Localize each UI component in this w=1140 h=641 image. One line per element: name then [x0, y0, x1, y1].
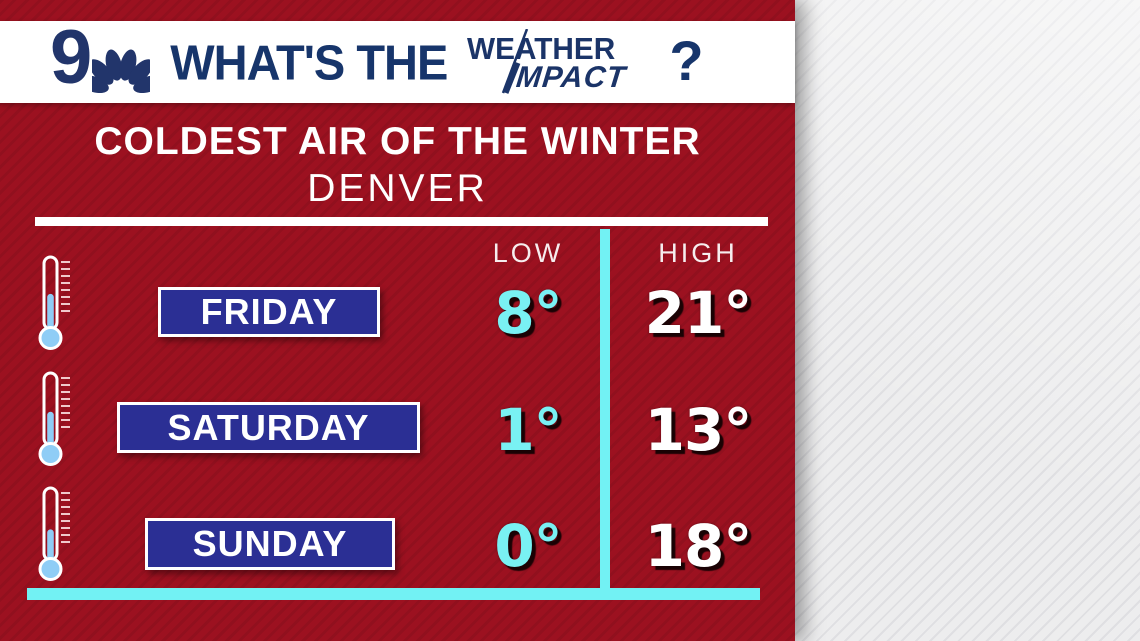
- low-temp-friday: 8°: [494, 279, 562, 347]
- high-temp-friday: 21°: [644, 279, 753, 347]
- nbc-peacock-icon: [92, 49, 151, 94]
- low-temp-sunday: 0°: [494, 512, 562, 580]
- day-label-text: SATURDAY: [167, 406, 370, 448]
- header-title: WHAT'S THE: [170, 34, 448, 90]
- high-temp-saturday: 13°: [644, 396, 753, 464]
- question-mark: ?: [669, 28, 704, 92]
- day-label-saturday: SATURDAY: [117, 402, 420, 453]
- day-label-text: FRIDAY: [200, 291, 338, 332]
- divider-rule: [35, 217, 768, 226]
- low-temp-saturday: 1°: [494, 396, 562, 464]
- day-label-sunday: SUNDAY: [145, 518, 395, 570]
- column-header-high: HIGH: [658, 238, 738, 268]
- weather-panel: 9 WHAT'S THE WEATHER IMPACT: [0, 0, 795, 641]
- column-divider: [600, 229, 610, 588]
- high-temp-sunday: 18°: [644, 512, 753, 580]
- thermometer-icon: [38, 371, 70, 466]
- panel-subtitle: DENVER: [307, 167, 488, 210]
- day-label-text: SUNDAY: [192, 523, 348, 564]
- header-band: 9 WHAT'S THE WEATHER IMPACT: [0, 15, 795, 103]
- panel-title: COLDEST AIR OF THE WINTER: [94, 120, 701, 163]
- bottom-bar: [27, 588, 760, 600]
- slash-icon: [502, 29, 529, 94]
- weather-wordmark: WEATHER: [467, 31, 616, 66]
- weather-impact-logo: WEATHER IMPACT: [463, 29, 653, 95]
- channel-9-logo: 9: [50, 15, 92, 100]
- thermometer-icon: [38, 486, 70, 581]
- column-header-low: LOW: [492, 238, 564, 268]
- thermometer-icon: [38, 255, 70, 350]
- day-label-friday: FRIDAY: [158, 287, 380, 337]
